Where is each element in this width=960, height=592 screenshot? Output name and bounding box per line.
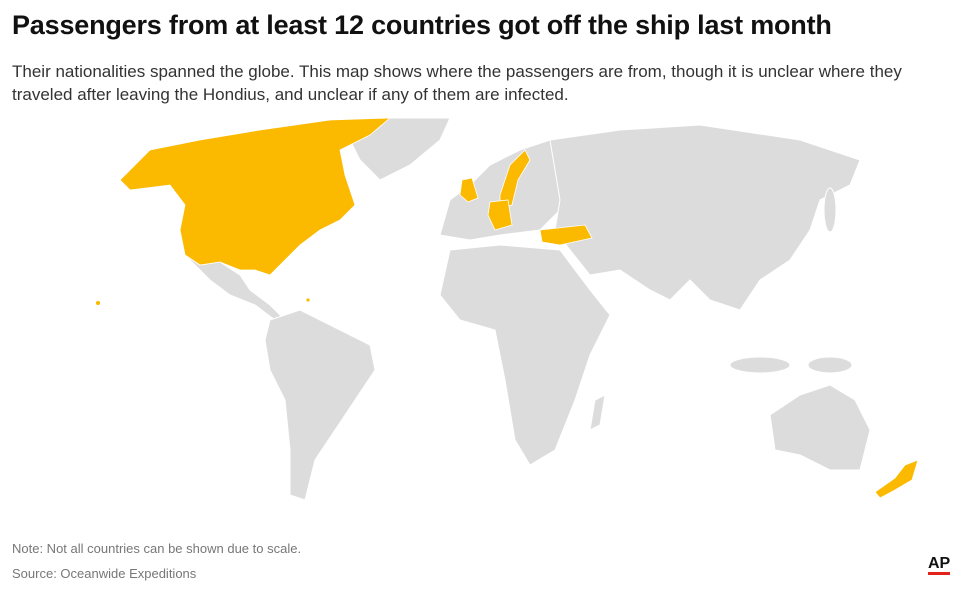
indonesia [729, 356, 791, 374]
land [184, 117, 871, 501]
highlighted-countries [95, 117, 919, 499]
uk [459, 177, 479, 203]
madagascar [589, 394, 606, 431]
north-america [119, 117, 392, 276]
south-america [264, 309, 376, 501]
asia [549, 124, 861, 311]
title: Passengers from at least 12 countries go… [12, 10, 832, 40]
germany [487, 199, 513, 231]
turkey [539, 224, 593, 246]
logo: AP [928, 555, 951, 575]
subtitle: Their nationalities spanned the globe. T… [12, 62, 902, 104]
australia [769, 384, 871, 471]
source: Source: Oceanwide Expeditions [12, 566, 197, 581]
africa [439, 244, 611, 466]
caribbean-island [305, 297, 311, 303]
japan [823, 187, 837, 233]
new-zealand [874, 459, 919, 499]
world-map [95, 117, 919, 501]
hawaii [95, 300, 101, 306]
note: Note: Not all countries can be shown due… [12, 541, 302, 556]
new-guinea [807, 356, 853, 374]
